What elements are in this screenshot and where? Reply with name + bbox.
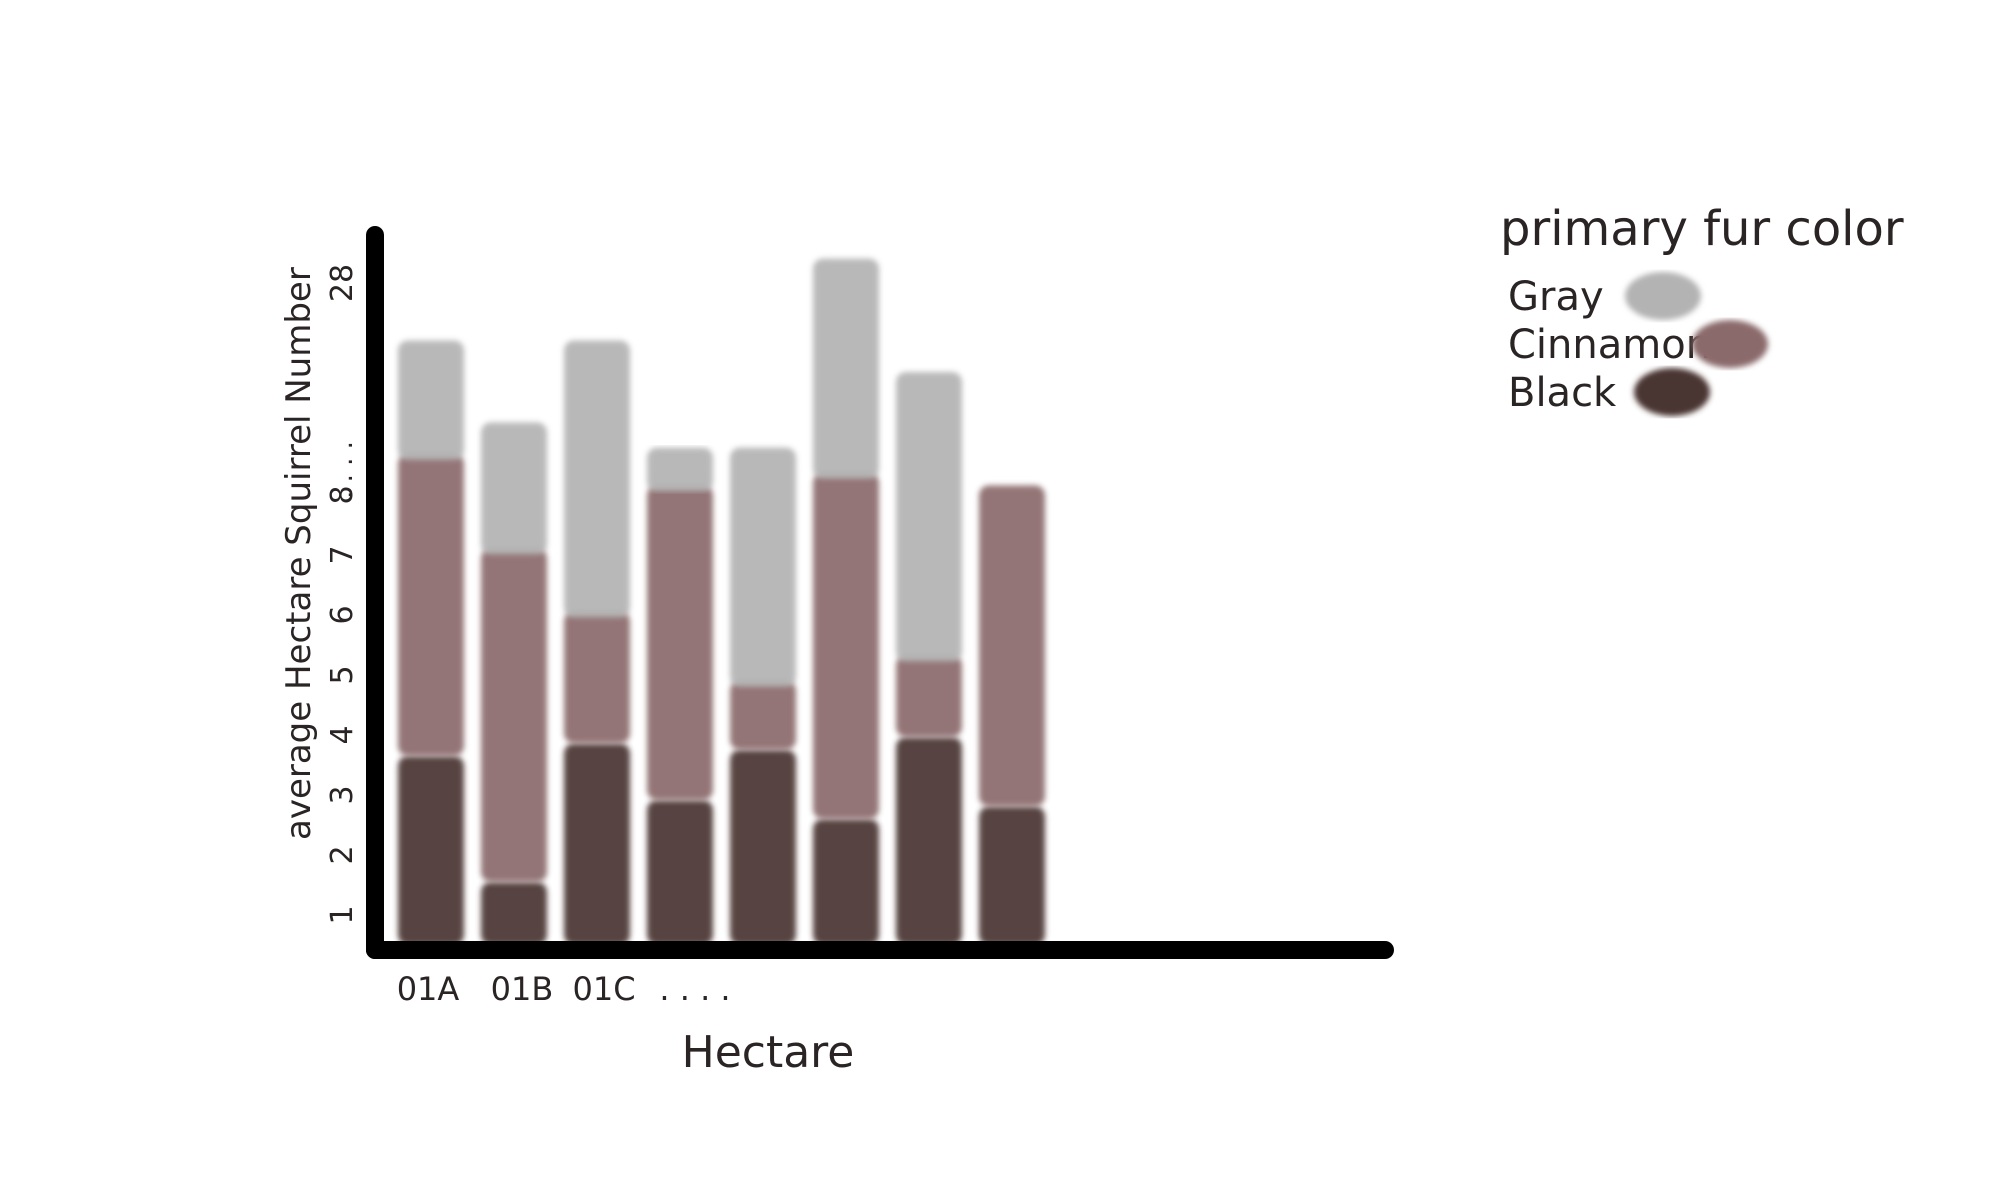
y-tick-labels: 1 2 3 4 5 6 7 8. . . . 28 — [325, 264, 360, 925]
bar-cinnamon-4 — [647, 485, 713, 801]
x-tick-labels: 01A 01B 01C . . . . — [397, 970, 731, 1008]
bar-cinnamon-8 — [979, 485, 1045, 807]
legend-swatch-cinnamon — [1692, 320, 1768, 368]
bar-gray-2 — [481, 422, 547, 555]
legend-swatch-black — [1634, 368, 1710, 416]
y-tick-label: 7 — [325, 545, 360, 564]
x-tick-label: 01C — [572, 970, 635, 1008]
bar-cinnamon-3 — [564, 611, 630, 744]
bar-gray-6 — [813, 258, 879, 479]
bar-black-1 — [398, 756, 464, 945]
bar-black-3 — [564, 743, 630, 945]
bar-black-8 — [979, 806, 1045, 945]
legend-swatch-gray — [1625, 272, 1701, 320]
legend-label-cinnamon: Cinnamon — [1508, 322, 1711, 368]
bar-black-7 — [896, 737, 962, 945]
bar-gray-5 — [730, 447, 796, 687]
bar-black-5 — [730, 749, 796, 945]
bar-cinnamon-6 — [813, 472, 879, 819]
y-tick-label: . . . . — [329, 441, 359, 499]
x-tick-label: 01B — [491, 970, 554, 1008]
legend-title: primary fur color — [1500, 201, 1904, 257]
bar-black-2 — [481, 882, 547, 945]
bar-gray-7 — [896, 372, 962, 662]
y-tick-label: 8 — [325, 485, 360, 504]
y-tick-label: 6 — [325, 605, 360, 624]
bar-cinnamon-2 — [481, 548, 547, 882]
legend-label-black: Black — [1508, 370, 1617, 416]
bar-gray-4 — [647, 447, 713, 492]
bar-black-4 — [647, 800, 713, 945]
bar-cinnamon-1 — [398, 453, 464, 756]
bar-gray-3 — [564, 340, 630, 618]
bar-cinnamon-7 — [896, 655, 962, 738]
y-tick-label: 1 — [325, 905, 360, 924]
bar-black-6 — [813, 819, 879, 945]
legend-label-gray: Gray — [1508, 274, 1604, 320]
y-tick-label: 5 — [325, 665, 360, 684]
x-tick-label: . . . . — [659, 970, 730, 1008]
y-axis-label: average Hectare Squirrel Number — [279, 267, 319, 840]
y-tick-label: 3 — [325, 785, 360, 804]
y-tick-label: 28 — [325, 264, 360, 302]
y-tick-label: 4 — [325, 725, 360, 744]
bars-group — [398, 258, 1045, 945]
bar-gray-1 — [398, 340, 464, 460]
bar-cinnamon-5 — [730, 680, 796, 750]
y-tick-label: 2 — [325, 845, 360, 864]
x-axis-label: Hectare — [682, 1027, 855, 1078]
x-tick-label: 01A — [397, 970, 460, 1008]
